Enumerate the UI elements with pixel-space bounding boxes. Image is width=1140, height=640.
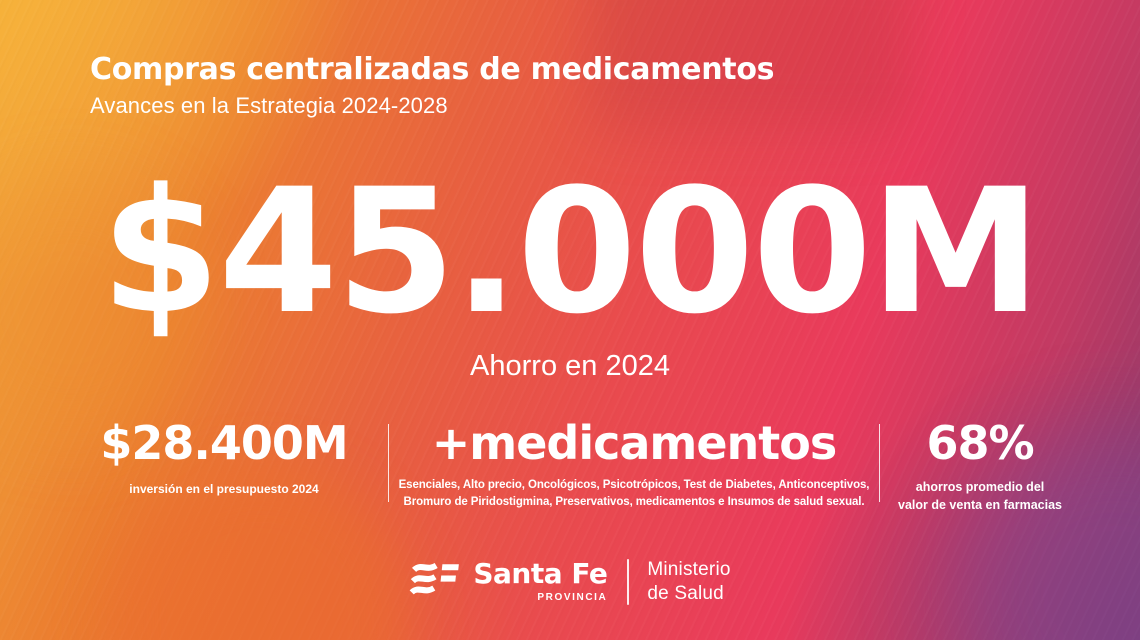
- stat-label-line: inversión en el presupuesto 2024: [129, 481, 319, 496]
- santa-fe-logo-icon: [409, 562, 460, 595]
- stat-value: $28.400M: [100, 416, 348, 470]
- brand-name: Santa Fe: [473, 557, 608, 591]
- savings-amount: $45.000M: [100, 151, 1042, 352]
- stat-pharmacy-savings: 68% ahorros promedio del valor de venta …: [880, 418, 1080, 514]
- stat-label-line: Bromuro de Piridostigmina, Preservativos…: [403, 495, 865, 508]
- stats-row: $28.400M inversión en el presupuesto 202…: [0, 418, 1140, 514]
- header: Compras centralizadas de medicamentos Av…: [90, 52, 775, 119]
- footer: Santa Fe PROVINCIA Ministerio de Salud: [0, 558, 1140, 606]
- vertical-divider: [879, 424, 880, 502]
- stat-more-medicines: +medicamentos Esenciales, Alto precio, O…: [389, 418, 879, 511]
- ministry-name: Ministerio de Salud: [647, 558, 730, 606]
- vertical-divider: [388, 424, 389, 502]
- santa-fe-logo: Santa Fe PROVINCIA: [409, 557, 608, 604]
- brand-subtitle: PROVINCIA: [537, 592, 608, 604]
- page-title: Compras centralizadas de medicamentos: [90, 52, 775, 87]
- footer-divider: [627, 558, 630, 605]
- stat-label-line: ahorros promedio del: [915, 479, 1045, 494]
- stat-budget-investment: $28.400M inversión en el presupuesto 202…: [60, 418, 388, 498]
- hero-section: $45.000M Ahorro en 2024: [0, 166, 1140, 383]
- brand-text: Santa Fe PROVINCIA: [473, 557, 608, 604]
- stat-label-line: valor de venta en farmacias: [898, 497, 1062, 512]
- stat-value: +medicamentos: [431, 416, 838, 470]
- savings-caption: Ahorro en 2024: [470, 350, 670, 382]
- stat-label: ahorros promedio del valor de venta en f…: [880, 478, 1080, 514]
- stat-label: Esenciales, Alto precio, Oncológicos, Ps…: [389, 477, 879, 512]
- stat-label: inversión en el presupuesto 2024: [60, 480, 388, 498]
- stat-value: 68%: [926, 416, 1034, 470]
- ministry-line: Ministerio: [647, 559, 731, 580]
- stat-label-line: Esenciales, Alto precio, Oncológicos, Ps…: [398, 478, 870, 491]
- page-subtitle: Avances en la Estrategia 2024-2028: [90, 93, 448, 118]
- ministry-line: de Salud: [647, 582, 724, 604]
